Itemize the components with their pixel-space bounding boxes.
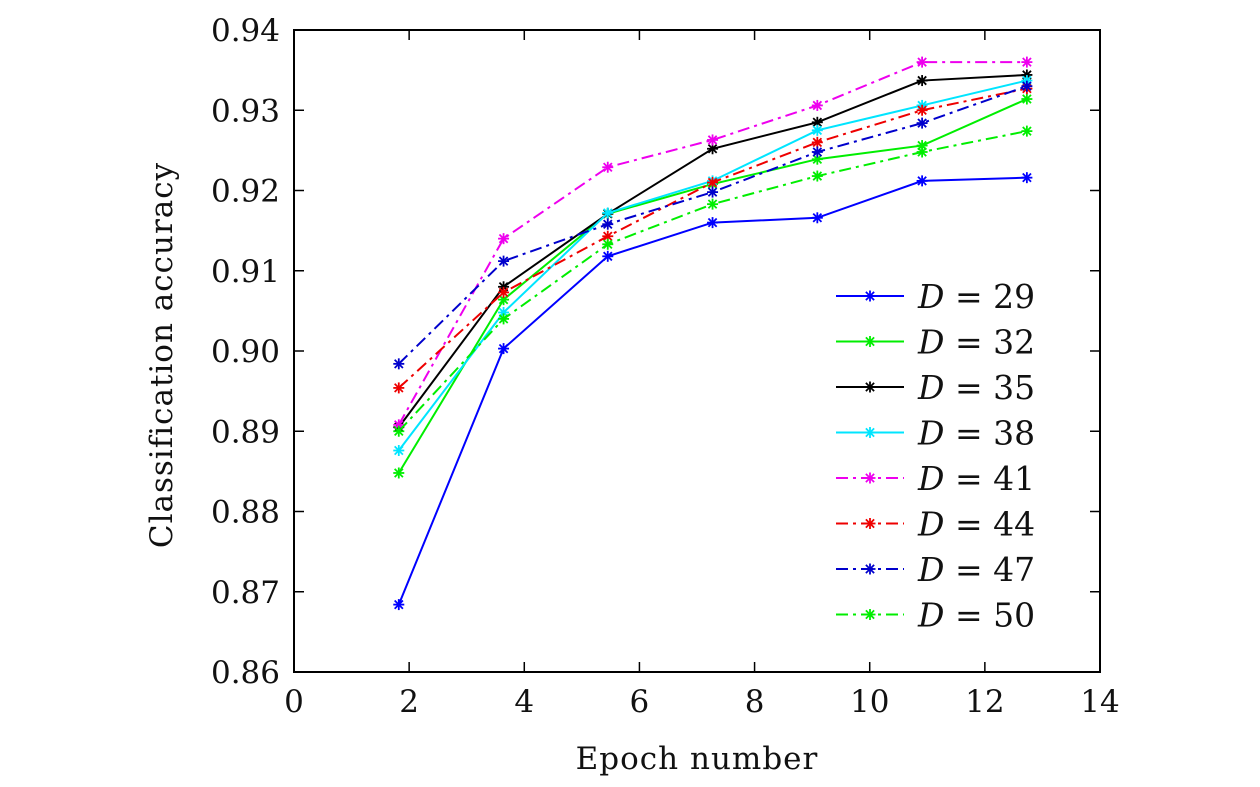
legend-label: D = 29 [917,277,1035,316]
data-point [393,358,405,370]
data-point [393,425,405,437]
legend-swatch-marker [864,518,876,529]
x-tick-label: 10 [850,684,889,720]
data-point [707,143,719,155]
series-6 [393,83,1033,394]
data-point [602,207,614,219]
legend: D = 29 D = 32 D = 35 D = 38 D = 41 D = 44 D = … [836,277,1035,635]
series-layer [393,56,1033,611]
data-point [707,217,719,229]
data-point [498,313,510,325]
legend-label: D = 47 [917,550,1035,589]
x-tick-label: 8 [745,684,765,720]
data-point [602,161,614,173]
legend-item: D = 32 [836,323,1035,362]
data-point [602,238,614,250]
x-tick-label: 0 [284,684,304,720]
legend-swatch-marker [864,563,876,575]
y-tick-label: 0.91 [211,254,280,290]
legend-label: D = 35 [917,368,1035,407]
data-point [393,467,405,479]
legend-item: D = 38 [836,414,1035,453]
data-point [1021,80,1033,92]
data-point [393,382,405,394]
data-point [602,250,614,262]
data-point [707,176,719,188]
legend-label: D = 32 [917,323,1035,362]
legend-label: D = 38 [917,414,1035,453]
data-point [498,233,510,245]
data-point [498,255,510,267]
data-point [602,218,614,230]
legend-swatch-marker [864,290,876,302]
data-point [811,170,823,182]
legend-item: D = 41 [836,459,1035,498]
data-point [707,186,719,198]
legend-swatch-marker [864,427,876,438]
data-point [707,198,719,210]
y-tick-label: 0.90 [211,334,280,370]
y-tick-label: 0.93 [211,93,280,129]
x-tick-label: 14 [1080,684,1119,720]
data-point [916,146,928,158]
legend-swatch-marker [864,609,876,620]
legend-item: D = 47 [836,550,1035,589]
legend-item: D = 35 [836,368,1035,407]
data-point [1021,56,1033,68]
x-tick-label: 12 [965,684,1004,720]
data-point [1021,125,1033,137]
y-axis-title: Classification accuracy [144,162,180,548]
x-tick-label: 4 [514,684,534,720]
axis-ticks: 0 2 4 6 8 10 12 14 0.86 0.87 0.88 0.89 0.90 0.91 0.92 0… [211,13,1120,720]
data-point [498,343,510,355]
x-tick-label: 2 [399,684,419,720]
legend-swatch-marker [864,336,876,347]
data-point [811,136,823,148]
data-point [916,117,928,129]
data-point [1021,93,1033,105]
y-tick-label: 0.86 [211,655,280,691]
data-point [916,175,928,187]
data-point [916,75,928,87]
data-point [916,56,928,68]
legend-swatch-marker [864,472,876,484]
legend-item: D = 29 [836,277,1035,316]
data-point [811,146,823,158]
series-7 [393,80,1033,370]
data-point [393,599,405,611]
data-point [707,134,719,146]
legend-item: D = 50 [836,596,1035,635]
y-tick-label: 0.88 [211,495,280,531]
data-point [916,104,928,116]
legend-item: D = 44 [836,505,1035,544]
series-1 [393,172,1033,611]
legend-swatch-marker [864,381,876,393]
legend-label: D = 50 [917,596,1035,635]
x-tick-label: 6 [630,684,650,720]
x-axis-title: Epoch number [576,741,819,777]
legend-label: D = 44 [917,505,1035,544]
series-8 [393,125,1033,437]
data-point [1021,172,1033,184]
data-point [498,286,510,298]
data-point [602,230,614,242]
y-tick-label: 0.87 [211,575,280,611]
data-point [811,99,823,111]
data-point [811,212,823,224]
y-tick-label: 0.94 [211,13,280,49]
data-point [393,445,405,457]
legend-label: D = 41 [917,459,1035,498]
y-tick-label: 0.89 [211,414,280,450]
y-tick-label: 0.92 [211,174,280,210]
data-point [811,124,823,136]
